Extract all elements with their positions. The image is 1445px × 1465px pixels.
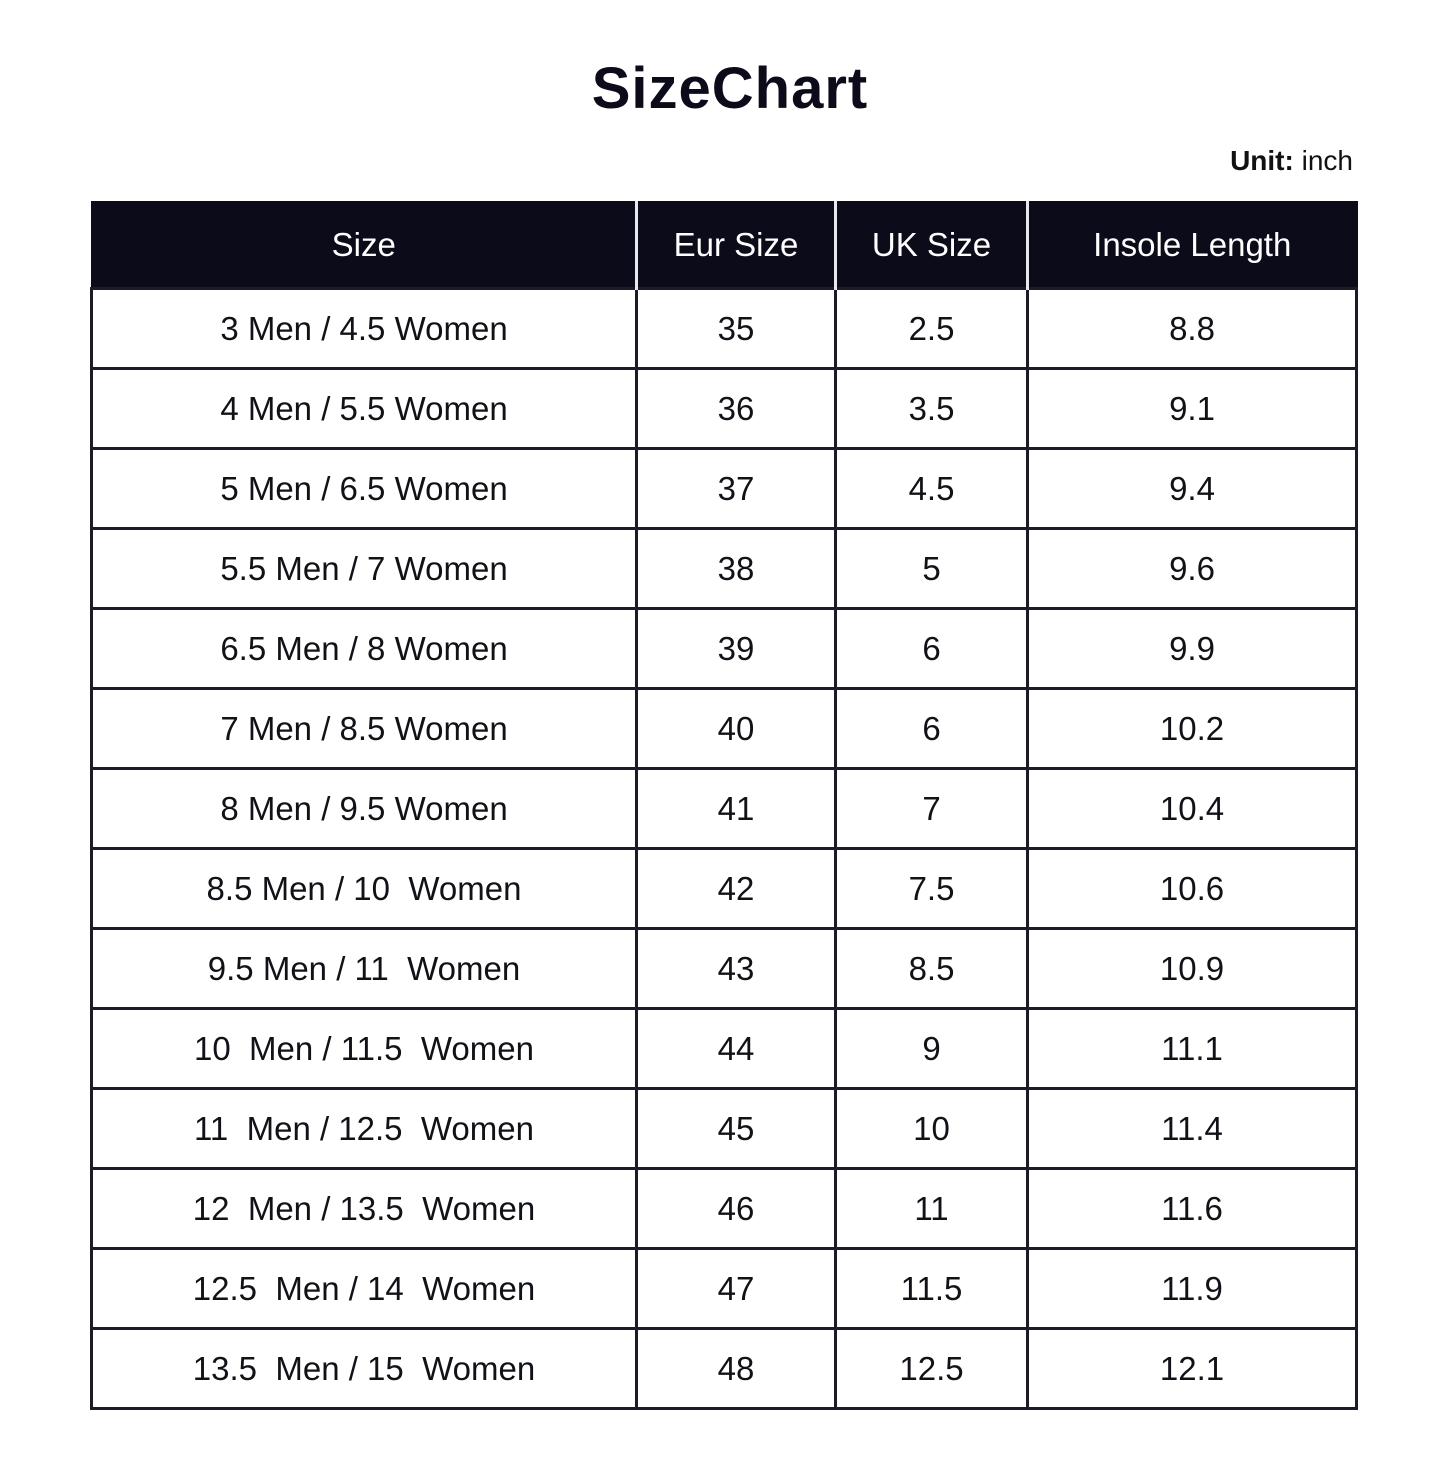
cell-size: 5.5 Men / 7 Women bbox=[90, 527, 638, 610]
cell-insole-length: 11.9 bbox=[1026, 1247, 1358, 1330]
header-eur-size: Eur Size bbox=[635, 201, 836, 290]
cell-size: 8.5 Men / 10 Women bbox=[90, 847, 638, 930]
cell-eur-size: 47 bbox=[635, 1247, 837, 1330]
table-row: 5 Men / 6.5 Women 37 4.5 9.4 bbox=[90, 447, 1358, 530]
header-uk-size: UK Size bbox=[834, 201, 1028, 290]
cell-uk-size: 8.5 bbox=[834, 927, 1029, 1010]
cell-size: 9.5 Men / 11 Women bbox=[90, 927, 638, 1010]
cell-eur-size: 44 bbox=[635, 1007, 837, 1090]
cell-insole-length: 10.4 bbox=[1026, 767, 1358, 850]
cell-uk-size: 11.5 bbox=[834, 1247, 1029, 1330]
unit-note: Unit: inch bbox=[1230, 145, 1353, 177]
cell-uk-size: 6 bbox=[834, 687, 1029, 770]
table-header-row: Size Eur Size UK Size Insole Length bbox=[90, 201, 1358, 290]
cell-insole-length: 8.8 bbox=[1026, 287, 1358, 370]
cell-size: 13.5 Men / 15 Women bbox=[90, 1327, 638, 1410]
cell-eur-size: 39 bbox=[635, 607, 837, 690]
table-row: 7 Men / 8.5 Women 40 6 10.2 bbox=[90, 687, 1358, 770]
cell-uk-size: 6 bbox=[834, 607, 1029, 690]
table-row: 9.5 Men / 11 Women 43 8.5 10.9 bbox=[90, 927, 1358, 1010]
table-row: 13.5 Men / 15 Women 48 12.5 12.1 bbox=[90, 1327, 1358, 1410]
cell-eur-size: 45 bbox=[635, 1087, 837, 1170]
header-size: Size bbox=[90, 201, 637, 290]
cell-size: 12.5 Men / 14 Women bbox=[90, 1247, 638, 1330]
size-chart-table: Size Eur Size UK Size Insole Length 3 Me… bbox=[90, 201, 1358, 1410]
cell-insole-length: 9.6 bbox=[1026, 527, 1358, 610]
cell-insole-length: 11.1 bbox=[1026, 1007, 1358, 1090]
cell-size: 10 Men / 11.5 Women bbox=[90, 1007, 638, 1090]
table-row: 8.5 Men / 10 Women 42 7.5 10.6 bbox=[90, 847, 1358, 930]
unit-value: inch bbox=[1301, 145, 1353, 176]
cell-size: 4 Men / 5.5 Women bbox=[90, 367, 638, 450]
unit-label: Unit: bbox=[1230, 145, 1294, 176]
cell-uk-size: 9 bbox=[834, 1007, 1029, 1090]
cell-size: 5 Men / 6.5 Women bbox=[90, 447, 638, 530]
cell-eur-size: 37 bbox=[635, 447, 837, 530]
cell-eur-size: 36 bbox=[635, 367, 837, 450]
cell-insole-length: 10.9 bbox=[1026, 927, 1358, 1010]
cell-size: 7 Men / 8.5 Women bbox=[90, 687, 638, 770]
cell-uk-size: 5 bbox=[834, 527, 1029, 610]
cell-uk-size: 10 bbox=[834, 1087, 1029, 1170]
page-title: SizeChart bbox=[591, 56, 869, 121]
table-row: 10 Men / 11.5 Women 44 9 11.1 bbox=[90, 1007, 1358, 1090]
table-row: 8 Men / 9.5 Women 41 7 10.4 bbox=[90, 767, 1358, 850]
table-row: 5.5 Men / 7 Women 38 5 9.6 bbox=[90, 527, 1358, 610]
cell-eur-size: 35 bbox=[635, 287, 837, 370]
cell-insole-length: 9.4 bbox=[1026, 447, 1358, 530]
cell-eur-size: 46 bbox=[635, 1167, 837, 1250]
cell-insole-length: 9.1 bbox=[1026, 367, 1358, 450]
table-row: 12.5 Men / 14 Women 47 11.5 11.9 bbox=[90, 1247, 1358, 1330]
cell-insole-length: 10.6 bbox=[1026, 847, 1358, 930]
cell-uk-size: 12.5 bbox=[834, 1327, 1029, 1410]
table-row: 11 Men / 12.5 Women 45 10 11.4 bbox=[90, 1087, 1358, 1170]
cell-uk-size: 2.5 bbox=[834, 287, 1029, 370]
table-row: 3 Men / 4.5 Women 35 2.5 8.8 bbox=[90, 287, 1358, 370]
table-row: 12 Men / 13.5 Women 46 11 11.6 bbox=[90, 1167, 1358, 1250]
cell-eur-size: 41 bbox=[635, 767, 837, 850]
cell-uk-size: 3.5 bbox=[834, 367, 1029, 450]
cell-uk-size: 4.5 bbox=[834, 447, 1029, 530]
cell-insole-length: 12.1 bbox=[1026, 1327, 1358, 1410]
cell-uk-size: 7.5 bbox=[834, 847, 1029, 930]
cell-eur-size: 48 bbox=[635, 1327, 837, 1410]
cell-size: 12 Men / 13.5 Women bbox=[90, 1167, 638, 1250]
cell-insole-length: 10.2 bbox=[1026, 687, 1358, 770]
cell-insole-length: 11.4 bbox=[1026, 1087, 1358, 1170]
cell-eur-size: 43 bbox=[635, 927, 837, 1010]
cell-eur-size: 40 bbox=[635, 687, 837, 770]
cell-insole-length: 11.6 bbox=[1026, 1167, 1358, 1250]
cell-eur-size: 42 bbox=[635, 847, 837, 930]
header-insole-length: Insole Length bbox=[1026, 201, 1358, 290]
cell-eur-size: 38 bbox=[635, 527, 837, 610]
table-row: 6.5 Men / 8 Women 39 6 9.9 bbox=[90, 607, 1358, 690]
cell-uk-size: 11 bbox=[834, 1167, 1029, 1250]
cell-insole-length: 9.9 bbox=[1026, 607, 1358, 690]
cell-size: 8 Men / 9.5 Women bbox=[90, 767, 638, 850]
cell-size: 3 Men / 4.5 Women bbox=[90, 287, 638, 370]
cell-uk-size: 7 bbox=[834, 767, 1029, 850]
cell-size: 6.5 Men / 8 Women bbox=[90, 607, 638, 690]
table-row: 4 Men / 5.5 Women 36 3.5 9.1 bbox=[90, 367, 1358, 450]
cell-size: 11 Men / 12.5 Women bbox=[90, 1087, 638, 1170]
